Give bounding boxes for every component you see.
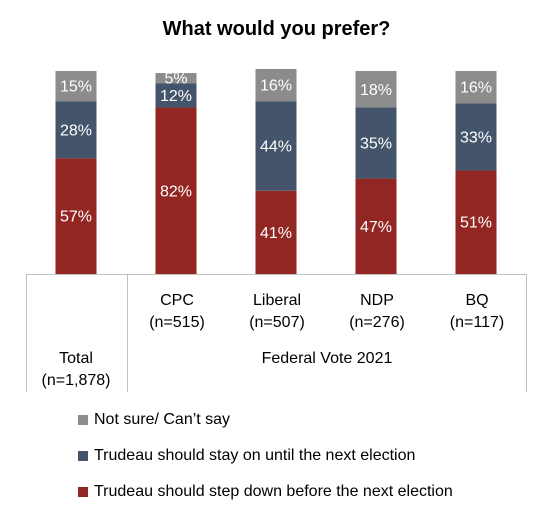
bar-segment [155,107,197,274]
data-label: 47% [360,219,392,236]
bar-segment [55,158,97,274]
data-label: 18% [360,82,392,99]
data-label: 16% [260,78,292,95]
data-label: 12% [160,88,192,105]
category-label-liberal: Liberal (n=507) [249,292,305,331]
legend-label: Trudeau should stay on until the next el… [94,447,416,464]
data-label: 44% [260,139,292,156]
bar-segment [55,101,97,159]
bar-segment [355,178,397,274]
legend-swatch [78,451,88,461]
data-label: 33% [460,129,492,146]
data-label: 5% [164,71,187,88]
category-label-total: Total (n=1,878) [41,350,111,389]
bar-segment [455,103,497,171]
table-lines [26,274,527,392]
bar-segment [155,73,197,84]
data-label: 82% [160,183,192,200]
legend-label: Trudeau should step down before the next… [94,483,453,500]
bars-layer: 57% 28% 15% 82% 12%5% 41% 44% 16% 47% 35% 18% 51% 33… [55,68,497,274]
data-label: 15% [60,79,92,96]
legend-item-stay-on: Trudeau should stay on until the next el… [78,447,415,465]
data-label: 51% [460,215,492,232]
bar-segment [155,83,197,108]
data-label: 41% [260,225,292,242]
legend-swatch [78,415,88,425]
bar-segment [455,71,497,104]
data-label: 28% [60,122,92,139]
bar-segment [455,170,497,274]
legend-swatch [78,487,88,497]
category-label-cpc: CPC (n=515) [149,292,205,331]
bar-segment [255,68,297,102]
group-label: Federal Vote 2021 [261,350,393,367]
category-label-bq: BQ (n=117) [449,292,505,331]
bar-segment [255,101,297,191]
bar-segment [255,190,297,274]
category-label-ndp: NDP (n=276) [349,292,405,331]
legend-label: Not sure/ Can’t say [94,411,231,428]
data-label: 57% [60,209,92,226]
legend-item-step-down: Trudeau should step down before the next… [78,483,453,501]
chart-title: What would you prefer? [162,18,391,40]
data-label: 35% [360,136,392,153]
legend-item-not-sure: Not sure/ Can’t say [78,411,230,429]
data-label: 16% [460,80,492,97]
bar-segment [55,71,97,102]
bar-segment [355,71,397,108]
bar-segment [355,107,397,179]
